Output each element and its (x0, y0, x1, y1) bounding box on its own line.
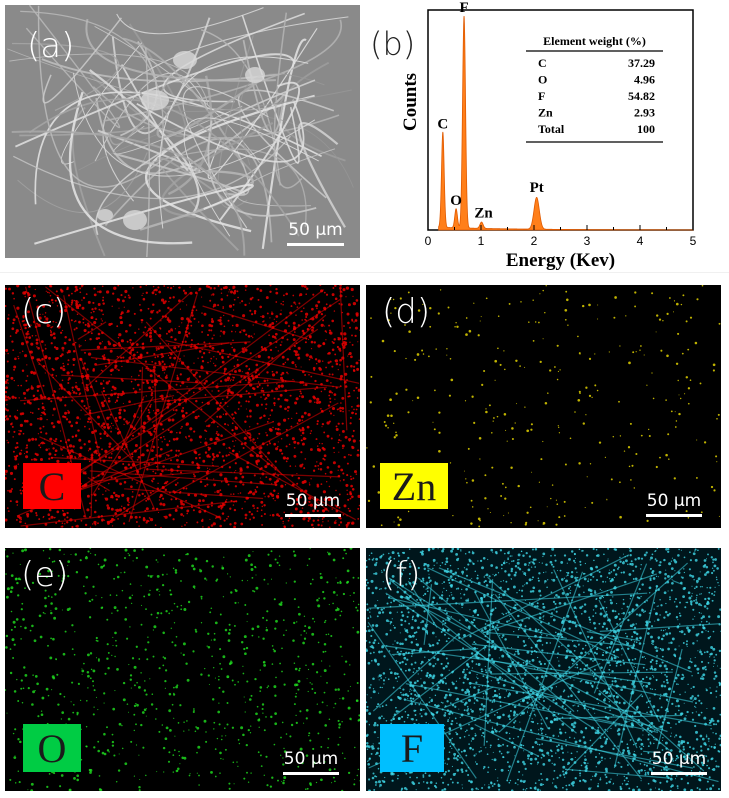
table-cell-element: O (538, 73, 547, 87)
element-badge-f: F (380, 724, 444, 772)
panel-label-a: (a) (27, 26, 75, 66)
peak-label-pt: Pt (530, 180, 544, 196)
table-cell-value: 54.82 (628, 89, 655, 103)
element-weight-table: Element weight (%) C 37.29 O 4.96 F 54.82 Zn 2.9… (526, 34, 663, 143)
element-badge-c: C (23, 463, 81, 509)
element-badge-d: Zn (380, 463, 448, 509)
oxygen-distribution-map (5, 548, 360, 791)
table-cell-value: 2.93 (634, 106, 655, 120)
fiber-traces (367, 554, 721, 783)
panel-label-d: (d) (382, 292, 431, 332)
particle-clusters (97, 51, 265, 230)
peak-label-f: F (459, 0, 468, 16)
table-cell-element: Total (538, 122, 565, 136)
scale-bar-c: 50 µm (285, 493, 341, 517)
scale-bar-label: 50 µm (288, 220, 343, 240)
x-tick-label: 0 (425, 234, 432, 248)
section-divider (0, 272, 729, 273)
y-axis-label: Counts (400, 73, 421, 131)
x-axis-label: Energy (Kev) (506, 250, 615, 271)
spectrum-area (438, 15, 694, 231)
peak-label-zn: Zn (474, 206, 493, 222)
eds-map-carbon: (c) C 50 µm (5, 285, 360, 528)
scale-bar-line (651, 772, 707, 775)
x-tick-label: 3 (584, 234, 591, 248)
scale-bar-label: 50 µm (646, 491, 702, 511)
x-tick-label: 2 (531, 234, 538, 248)
eds-spectrum-panel: (b) C O F Zn Pt 0 1 2 3 4 5 Energy (Kev) Counts Eleme… (360, 0, 729, 275)
zinc-distribution-map (366, 285, 721, 528)
x-tick-label: 1 (478, 234, 485, 248)
fiber-network (7, 5, 354, 258)
panel-label-f: (f) (382, 555, 421, 595)
table-cell-element: Zn (538, 106, 553, 120)
scale-bar-label: 50 µm (651, 749, 707, 769)
scale-bar-line (283, 772, 339, 775)
scale-bar-line (646, 514, 702, 517)
scale-bar-line (287, 243, 344, 246)
table-cell-value: 37.29 (628, 56, 655, 70)
x-tick-label: 4 (637, 234, 644, 248)
scale-bar-d: 50 µm (646, 493, 702, 517)
table-header: Element weight (%) (543, 34, 646, 48)
eds-map-fluorine: (f) F 50 µm (366, 548, 721, 791)
element-badge-e: O (23, 724, 81, 772)
scale-bar-f: 50 µm (651, 751, 707, 775)
eds-map-zinc: (d) Zn 50 µm (366, 285, 721, 528)
table-cell-value: 100 (637, 122, 655, 136)
peak-label-o: O (450, 193, 462, 209)
panel-label-c: (c) (21, 292, 67, 332)
element-signal-dots (366, 285, 721, 528)
scale-bar-label: 50 µm (285, 491, 341, 511)
eds-map-oxygen: (e) O 50 µm (5, 548, 360, 791)
panel-label-e: (e) (21, 555, 69, 595)
table-cell-element: F (538, 89, 545, 103)
peak-label-c: C (437, 117, 448, 133)
scale-bar-a: 50 µm (287, 222, 344, 246)
scale-bar-e: 50 µm (283, 751, 339, 775)
table-cell-value: 4.96 (634, 73, 655, 87)
element-signal-dots (5, 548, 360, 791)
table-cell-element: C (538, 56, 547, 70)
sem-image-panel: (a) 50 µm (5, 5, 360, 258)
scale-bar-label: 50 µm (283, 749, 339, 769)
sem-micrograph (7, 5, 354, 258)
scale-bar-line (285, 514, 341, 517)
panel-label-b: (b) (370, 25, 415, 63)
x-tick-label: 5 (690, 234, 697, 248)
